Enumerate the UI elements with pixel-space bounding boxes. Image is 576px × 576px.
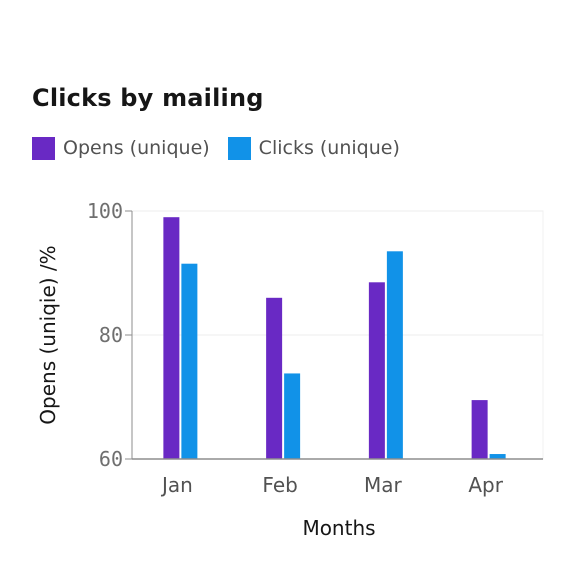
x-tick-label: Jan [160,473,193,497]
x-tick-label: Mar [364,473,403,497]
bar-clicks-mar[interactable] [386,251,403,459]
bar-opens-apr[interactable] [471,400,488,459]
bar-clicks-jan[interactable] [181,263,198,459]
chart-title: Clicks by mailing [32,84,264,112]
bars [163,217,506,459]
axes: 60 80 100 Jan Feb Mar Apr [87,199,543,497]
y-tick-label: 60 [99,447,123,471]
bar-opens-jan[interactable] [163,217,180,459]
legend-label-clicks: Clicks (unique) [258,137,400,159]
x-tick-label: Apr [468,473,503,497]
bar-clicks-apr[interactable] [489,454,506,459]
bar-clicks-feb[interactable] [284,373,301,459]
legend-label-opens: Opens (unique) [63,137,210,159]
x-axis-title: Months [302,516,375,540]
legend-swatch-opens [32,136,55,160]
legend-swatch-clicks [227,136,251,160]
y-axis-title: Opens (uniqie) /% [36,245,60,424]
bar-opens-mar[interactable] [368,282,385,459]
y-tick-label: 80 [99,323,123,347]
bar-opens-feb[interactable] [266,297,283,459]
y-tick-label: 100 [87,199,123,223]
x-tick-label: Feb [262,473,297,497]
legend-item-clicks[interactable]: Clicks (unique) [227,136,400,160]
legend: Opens (unique) Clicks (unique) [32,136,418,160]
legend-item-opens[interactable]: Opens (unique) [32,136,210,160]
